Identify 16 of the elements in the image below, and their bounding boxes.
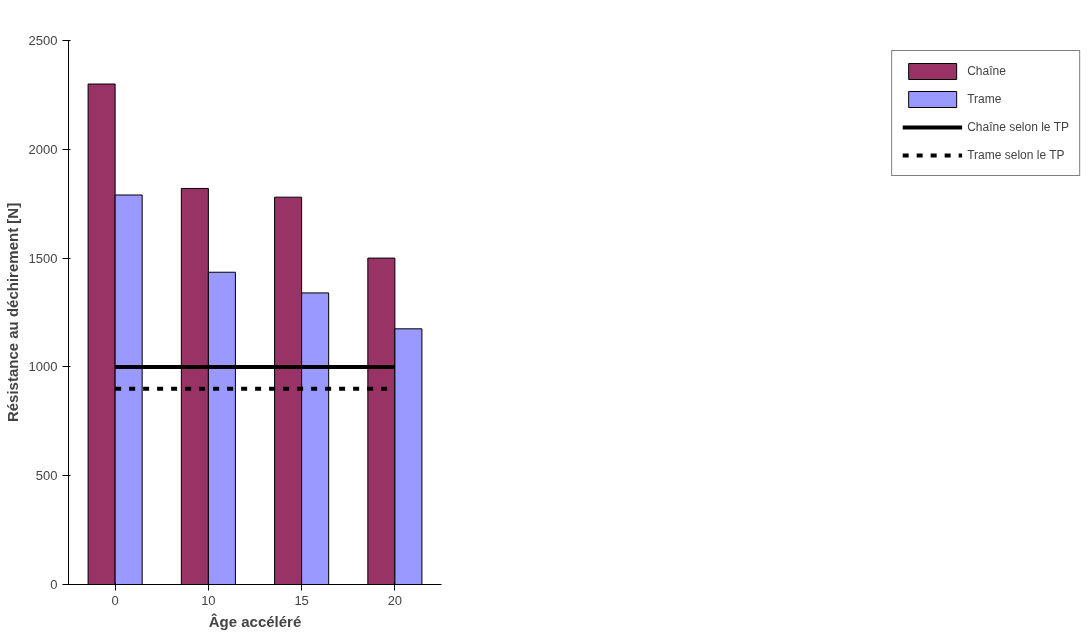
x-tick-label: 20 xyxy=(387,592,403,608)
x-tick-label: 15 xyxy=(294,592,309,608)
legend-label: Trame selon le TP xyxy=(967,148,1065,162)
y-tick-label: 1000 xyxy=(28,359,58,375)
y-axis-title: Résistance au déchirement [N] xyxy=(3,202,21,423)
legend-label: Chaîne xyxy=(967,64,1006,78)
y-tick-label: 2500 xyxy=(28,33,58,48)
legend-label: Trame xyxy=(967,92,1002,106)
x-axis-title: Âge accéléré xyxy=(208,612,302,630)
y-tick-label: 1500 xyxy=(28,250,58,266)
y-tick-label: 500 xyxy=(35,468,58,484)
legend-label: Chaîne selon le TP xyxy=(967,120,1069,134)
y-tick-label: 0 xyxy=(50,577,58,592)
x-tick-label: 10 xyxy=(201,592,216,608)
y-tick-label: 2000 xyxy=(28,141,58,157)
x-tick-label: 0 xyxy=(111,592,119,608)
